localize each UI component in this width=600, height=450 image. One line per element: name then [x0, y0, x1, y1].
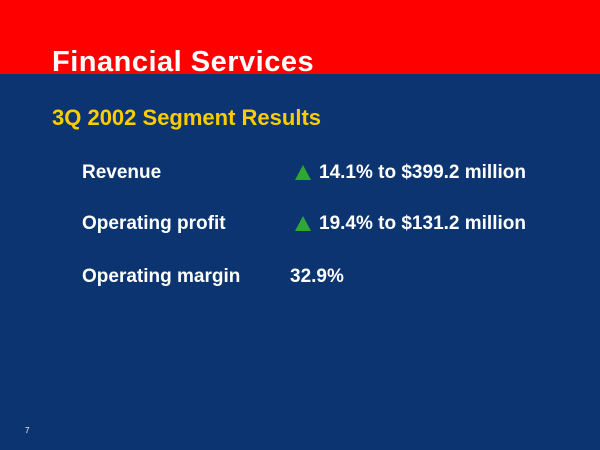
header-band — [0, 0, 600, 74]
metric-value-group: 14.1% to $399.2 million — [295, 162, 526, 184]
metric-row-operating-profit: Operating profit 19.4% to $131.2 million — [82, 213, 592, 243]
metric-value: 14.1% to $399.2 million — [319, 162, 526, 183]
up-triangle-icon — [295, 215, 311, 231]
slide-subtitle: 3Q 2002 Segment Results — [52, 105, 322, 130]
metric-label: Operating margin — [82, 266, 241, 287]
up-triangle-icon — [295, 164, 311, 180]
page-number: 7 — [25, 426, 30, 435]
metric-value: 19.4% to $131.2 million — [319, 213, 526, 234]
metric-label: Revenue — [82, 162, 162, 183]
slide-title: Financial Services — [52, 46, 315, 78]
metric-row-operating-margin: Operating margin 32.9% — [82, 266, 592, 296]
metric-value-group: 32.9% — [290, 266, 344, 288]
metric-value-group: 19.4% to $131.2 million — [295, 213, 526, 235]
metric-row-revenue: Revenue 14.1% to $399.2 million — [82, 162, 592, 192]
metric-value: 32.9% — [290, 266, 344, 287]
metric-label: Operating profit — [82, 213, 226, 234]
